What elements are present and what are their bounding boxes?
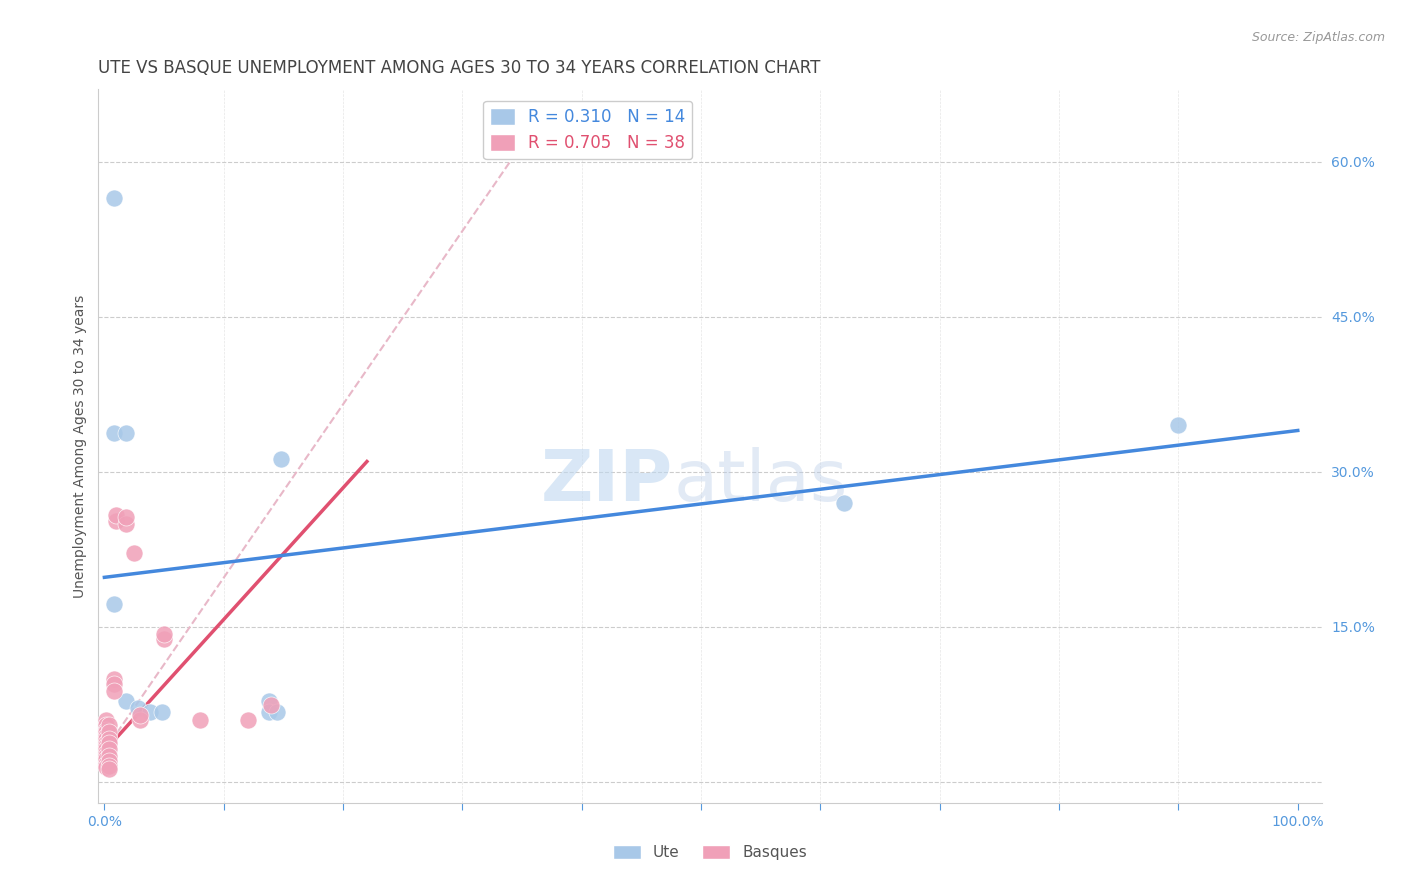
Point <box>94 718 117 732</box>
Point <box>94 749 117 764</box>
Point <box>115 516 138 531</box>
Point <box>266 705 288 719</box>
Point <box>98 762 121 776</box>
Point <box>115 425 138 440</box>
Point <box>257 694 280 708</box>
Point <box>94 739 117 753</box>
Point <box>94 723 117 738</box>
Point <box>98 758 121 772</box>
Point <box>129 707 152 722</box>
Point <box>129 713 152 727</box>
Point <box>138 705 160 719</box>
Point <box>260 698 283 712</box>
Point <box>94 725 117 739</box>
Point <box>103 597 125 611</box>
Point <box>103 672 125 686</box>
Point <box>98 755 121 769</box>
Point <box>94 736 117 750</box>
Text: UTE VS BASQUE UNEMPLOYMENT AMONG AGES 30 TO 34 YEARS CORRELATION CHART: UTE VS BASQUE UNEMPLOYMENT AMONG AGES 30… <box>98 59 821 77</box>
Point <box>115 694 138 708</box>
Point <box>115 510 138 524</box>
Point <box>103 684 125 698</box>
Point <box>270 452 292 467</box>
Point <box>94 759 117 773</box>
Legend: Ute, Basques: Ute, Basques <box>607 839 813 866</box>
Point <box>153 627 176 641</box>
Point <box>122 545 145 559</box>
Point <box>236 713 259 727</box>
Point <box>257 705 280 719</box>
Point <box>98 736 121 750</box>
Y-axis label: Unemployment Among Ages 30 to 34 years: Unemployment Among Ages 30 to 34 years <box>73 294 87 598</box>
Point <box>105 515 128 529</box>
Point <box>98 718 121 732</box>
Point <box>98 725 121 739</box>
Point <box>94 742 117 756</box>
Point <box>94 731 117 746</box>
Point <box>188 713 211 727</box>
Point <box>105 508 128 523</box>
Point <box>103 677 125 691</box>
Point <box>94 713 117 727</box>
Text: Source: ZipAtlas.com: Source: ZipAtlas.com <box>1251 31 1385 45</box>
Point <box>150 705 173 719</box>
Point <box>98 742 121 756</box>
Text: ZIP: ZIP <box>541 447 673 516</box>
Point <box>103 425 125 440</box>
Point <box>1167 418 1189 433</box>
Point <box>98 731 121 746</box>
Point <box>103 191 125 205</box>
Point <box>94 752 117 766</box>
Point <box>127 700 149 714</box>
Text: atlas: atlas <box>673 447 848 516</box>
Point <box>98 749 121 764</box>
Point <box>94 746 117 760</box>
Point <box>832 496 855 510</box>
Point <box>153 632 176 647</box>
Point <box>94 756 117 771</box>
Point <box>94 729 117 743</box>
